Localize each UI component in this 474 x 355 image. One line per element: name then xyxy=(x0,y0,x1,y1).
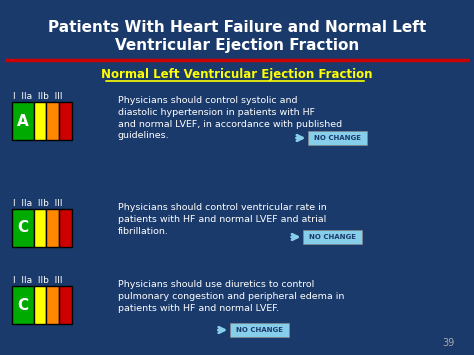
FancyBboxPatch shape xyxy=(12,286,34,324)
Text: NO CHANGE: NO CHANGE xyxy=(236,327,283,333)
FancyBboxPatch shape xyxy=(46,102,59,140)
Text: 39: 39 xyxy=(443,338,455,348)
FancyBboxPatch shape xyxy=(308,131,367,145)
Text: Physicians should use diuretics to control
pulmonary congestion and peripheral e: Physicians should use diuretics to contr… xyxy=(118,280,344,313)
Text: A: A xyxy=(17,114,29,129)
FancyBboxPatch shape xyxy=(46,209,59,247)
Text: C: C xyxy=(18,297,28,312)
Text: Physicians should control systolic and
diastolic hypertension in patients with H: Physicians should control systolic and d… xyxy=(118,96,342,140)
Text: NO CHANGE: NO CHANGE xyxy=(314,135,361,141)
Text: Physicians should control ventricular rate in
patients with HF and normal LVEF a: Physicians should control ventricular ra… xyxy=(118,203,327,236)
FancyBboxPatch shape xyxy=(34,209,46,247)
Text: Ventricular Ejection Fraction: Ventricular Ejection Fraction xyxy=(115,38,359,53)
Text: Patients With Heart Failure and Normal Left: Patients With Heart Failure and Normal L… xyxy=(48,20,426,35)
Text: C: C xyxy=(18,220,28,235)
FancyBboxPatch shape xyxy=(34,102,46,140)
Text: NO CHANGE: NO CHANGE xyxy=(309,234,356,240)
FancyBboxPatch shape xyxy=(12,209,34,247)
FancyBboxPatch shape xyxy=(303,230,362,244)
FancyBboxPatch shape xyxy=(46,286,59,324)
Text: Normal Left Ventricular Ejection Fraction: Normal Left Ventricular Ejection Fractio… xyxy=(101,68,373,81)
FancyBboxPatch shape xyxy=(230,323,289,337)
Text: I  IIa  IIb  III: I IIa IIb III xyxy=(13,199,63,208)
FancyBboxPatch shape xyxy=(5,0,469,75)
FancyBboxPatch shape xyxy=(34,286,46,324)
FancyBboxPatch shape xyxy=(59,286,72,324)
FancyBboxPatch shape xyxy=(59,209,72,247)
FancyBboxPatch shape xyxy=(12,102,34,140)
Text: I  IIa  IIb  III: I IIa IIb III xyxy=(13,276,63,285)
FancyBboxPatch shape xyxy=(59,102,72,140)
Text: I  IIa  IIb  III: I IIa IIb III xyxy=(13,92,63,101)
